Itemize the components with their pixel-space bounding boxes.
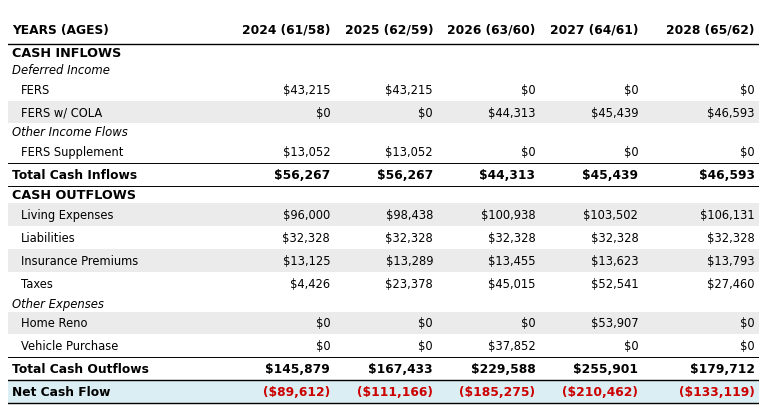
- Text: $106,131: $106,131: [700, 209, 755, 222]
- Text: $46,593: $46,593: [699, 169, 755, 182]
- Text: 2027 (64/61): 2027 (64/61): [550, 24, 638, 37]
- Text: $13,455: $13,455: [488, 254, 535, 267]
- Text: Other Expenses: Other Expenses: [12, 297, 104, 310]
- Text: $56,267: $56,267: [377, 169, 433, 182]
- Text: CASH INFLOWS: CASH INFLOWS: [12, 47, 121, 59]
- Text: $0: $0: [740, 317, 755, 330]
- Text: 2028 (65/62): 2028 (65/62): [667, 24, 755, 37]
- Text: ($89,612): ($89,612): [263, 385, 330, 398]
- Text: $167,433: $167,433: [368, 362, 433, 375]
- Text: $0: $0: [624, 339, 638, 352]
- Text: $13,793: $13,793: [707, 254, 755, 267]
- Text: Vehicle Purchase: Vehicle Purchase: [21, 339, 119, 352]
- Text: $0: $0: [419, 317, 433, 330]
- Text: $0: $0: [521, 146, 535, 159]
- Bar: [8, 101, 759, 124]
- Text: 2026 (63/60): 2026 (63/60): [447, 24, 535, 37]
- Text: $98,438: $98,438: [386, 209, 433, 222]
- Text: $45,015: $45,015: [488, 277, 535, 290]
- Text: $0: $0: [521, 317, 535, 330]
- Text: Other Income Flows: Other Income Flows: [12, 126, 128, 139]
- Text: $32,328: $32,328: [385, 231, 433, 244]
- Text: Net Cash Flow: Net Cash Flow: [12, 385, 110, 398]
- Text: FERS: FERS: [21, 83, 51, 97]
- Text: $0: $0: [315, 339, 330, 352]
- Text: Total Cash Inflows: Total Cash Inflows: [12, 169, 137, 182]
- Text: $45,439: $45,439: [582, 169, 638, 182]
- Text: Insurance Premiums: Insurance Premiums: [21, 254, 139, 267]
- Text: $0: $0: [521, 83, 535, 97]
- Text: $43,215: $43,215: [386, 83, 433, 97]
- Text: $0: $0: [315, 106, 330, 119]
- Text: Total Cash Outflows: Total Cash Outflows: [12, 362, 149, 375]
- Text: ($210,462): ($210,462): [562, 385, 638, 398]
- Text: FERS Supplement: FERS Supplement: [21, 146, 123, 159]
- Text: $44,313: $44,313: [488, 106, 535, 119]
- Text: ($185,275): ($185,275): [459, 385, 535, 398]
- Text: $27,460: $27,460: [707, 277, 755, 290]
- Text: Liabilities: Liabilities: [21, 231, 76, 244]
- Text: $4,426: $4,426: [290, 277, 330, 290]
- Text: $0: $0: [740, 146, 755, 159]
- Bar: [8, 312, 759, 335]
- Text: $229,588: $229,588: [471, 362, 535, 375]
- Text: $44,313: $44,313: [479, 169, 535, 182]
- Text: ($111,166): ($111,166): [357, 385, 433, 398]
- Text: $0: $0: [624, 146, 638, 159]
- Text: Living Expenses: Living Expenses: [21, 209, 114, 222]
- Text: $13,623: $13,623: [591, 254, 638, 267]
- Text: $45,439: $45,439: [591, 106, 638, 119]
- Text: $53,907: $53,907: [591, 317, 638, 330]
- Bar: [8, 380, 759, 403]
- Text: $23,378: $23,378: [385, 277, 433, 290]
- Text: $0: $0: [419, 106, 433, 119]
- Text: $32,328: $32,328: [488, 231, 535, 244]
- Text: 2025 (62/59): 2025 (62/59): [344, 24, 433, 37]
- Text: $0: $0: [624, 83, 638, 97]
- Text: $32,328: $32,328: [591, 231, 638, 244]
- Text: $13,125: $13,125: [282, 254, 330, 267]
- Text: $0: $0: [740, 83, 755, 97]
- Text: $37,852: $37,852: [488, 339, 535, 352]
- Text: $13,289: $13,289: [386, 254, 433, 267]
- Text: $0: $0: [419, 339, 433, 352]
- Bar: [8, 204, 759, 226]
- Text: $103,502: $103,502: [584, 209, 638, 222]
- Text: $100,938: $100,938: [481, 209, 535, 222]
- Text: Deferred Income: Deferred Income: [12, 64, 110, 76]
- Text: $13,052: $13,052: [386, 146, 433, 159]
- Text: FERS w/ COLA: FERS w/ COLA: [21, 106, 103, 119]
- Text: YEARS (AGES): YEARS (AGES): [12, 24, 109, 37]
- Text: CASH OUTFLOWS: CASH OUTFLOWS: [12, 189, 137, 202]
- Text: $43,215: $43,215: [282, 83, 330, 97]
- Text: ($133,119): ($133,119): [679, 385, 755, 398]
- Text: $32,328: $32,328: [282, 231, 330, 244]
- Text: $56,267: $56,267: [274, 169, 330, 182]
- Text: $145,879: $145,879: [265, 362, 330, 375]
- Bar: [8, 249, 759, 272]
- Text: $32,328: $32,328: [707, 231, 755, 244]
- Text: $13,052: $13,052: [282, 146, 330, 159]
- Text: 2024 (61/58): 2024 (61/58): [242, 24, 330, 37]
- Text: $0: $0: [740, 339, 755, 352]
- Text: $0: $0: [315, 317, 330, 330]
- Text: $46,593: $46,593: [707, 106, 755, 119]
- Text: $179,712: $179,712: [690, 362, 755, 375]
- Text: $52,541: $52,541: [591, 277, 638, 290]
- Text: Taxes: Taxes: [21, 277, 53, 290]
- Text: $255,901: $255,901: [573, 362, 638, 375]
- Text: $96,000: $96,000: [283, 209, 330, 222]
- Text: Home Reno: Home Reno: [21, 317, 87, 330]
